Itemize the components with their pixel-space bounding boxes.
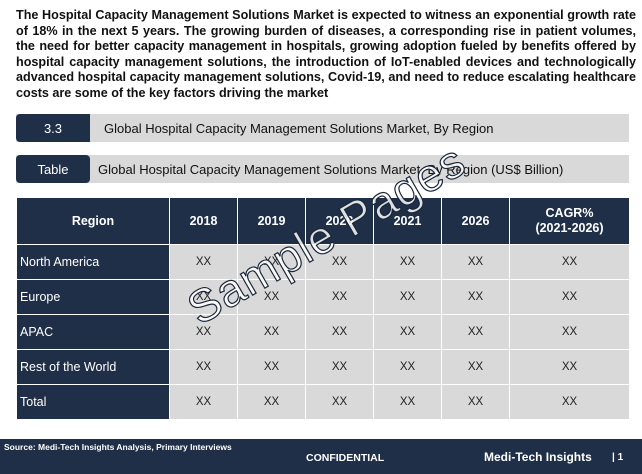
section-title: Global Hospital Capacity Management Solu… bbox=[104, 120, 494, 136]
footer-source: Source: Medi-Tech Insights Analysis, Pri… bbox=[4, 442, 232, 452]
table-header-cell: Region bbox=[16, 197, 170, 245]
section-number: 3.3 bbox=[16, 114, 90, 142]
value-cell: XX bbox=[305, 349, 374, 385]
table-row: Total XX XX XX XX XX XX bbox=[16, 384, 630, 420]
value-cell: XX bbox=[305, 384, 374, 420]
table-row: APAC XX XX XX XX XX XX bbox=[16, 314, 630, 350]
value-cell: XX bbox=[373, 279, 442, 315]
region-cell: Total bbox=[16, 384, 170, 420]
value-cell: XX bbox=[509, 244, 630, 280]
value-cell: XX bbox=[373, 349, 442, 385]
footer-page-number: | 1 bbox=[612, 452, 624, 463]
value-cell: XX bbox=[237, 279, 306, 315]
value-cell: XX bbox=[169, 349, 238, 385]
value-cell: XX bbox=[509, 384, 630, 420]
value-cell: XX bbox=[509, 279, 630, 315]
table-header-row: Region 2018 2019 2020 2021 2026 CAGR% (2021-20… bbox=[16, 197, 630, 245]
value-cell: XX bbox=[237, 314, 306, 350]
footer-confidential: CONFIDENTIAL bbox=[306, 452, 385, 464]
table-caption-bar: Table Global Hospital Capacity Managemen… bbox=[16, 155, 629, 183]
value-cell: XX bbox=[305, 244, 374, 280]
value-cell: XX bbox=[441, 314, 510, 350]
table-caption: Global Hospital Capacity Management Solu… bbox=[98, 161, 564, 177]
value-cell: XX bbox=[373, 384, 442, 420]
table-header-cell: 2020 bbox=[305, 197, 374, 245]
table-row: North America XX XX XX XX XX XX bbox=[16, 244, 630, 280]
value-cell: XX bbox=[373, 314, 442, 350]
value-cell: XX bbox=[169, 314, 238, 350]
table-header-cell: 2021 bbox=[373, 197, 442, 245]
value-cell: XX bbox=[441, 244, 510, 280]
value-cell: XX bbox=[237, 384, 306, 420]
table-header-cell: 2018 bbox=[169, 197, 238, 245]
value-cell: XX bbox=[441, 279, 510, 315]
value-cell: XX bbox=[305, 279, 374, 315]
table-header-cell: 2019 bbox=[237, 197, 306, 245]
value-cell: XX bbox=[237, 244, 306, 280]
value-cell: XX bbox=[237, 349, 306, 385]
table-header-cell: CAGR% (2021-2026) bbox=[509, 197, 630, 245]
region-cell: Europe bbox=[16, 279, 170, 315]
value-cell: XX bbox=[169, 384, 238, 420]
value-cell: XX bbox=[169, 244, 238, 280]
value-cell: XX bbox=[441, 384, 510, 420]
value-cell: XX bbox=[305, 314, 374, 350]
value-cell: XX bbox=[509, 314, 630, 350]
region-cell: Rest of the World bbox=[16, 349, 170, 385]
value-cell: XX bbox=[169, 279, 238, 315]
table-tag: Table bbox=[16, 155, 90, 183]
value-cell: XX bbox=[441, 349, 510, 385]
footer-bar: Source: Medi-Tech Insights Analysis, Pri… bbox=[0, 439, 642, 474]
region-table: Region 2018 2019 2020 2021 2026 CAGR% (2021-20… bbox=[16, 197, 630, 420]
region-cell: North America bbox=[16, 244, 170, 280]
section-header: 3.3 Global Hospital Capacity Management … bbox=[16, 114, 629, 142]
table-row: Rest of the World XX XX XX XX XX XX bbox=[16, 349, 630, 385]
table-header-cell: 2026 bbox=[441, 197, 510, 245]
table-row: Europe XX XX XX XX XX XX bbox=[16, 279, 630, 315]
region-cell: APAC bbox=[16, 314, 170, 350]
value-cell: XX bbox=[509, 349, 630, 385]
footer-brand: Medi-Tech Insights bbox=[484, 450, 592, 464]
intro-paragraph: The Hospital Capacity Management Solutio… bbox=[16, 8, 636, 100]
value-cell: XX bbox=[373, 244, 442, 280]
